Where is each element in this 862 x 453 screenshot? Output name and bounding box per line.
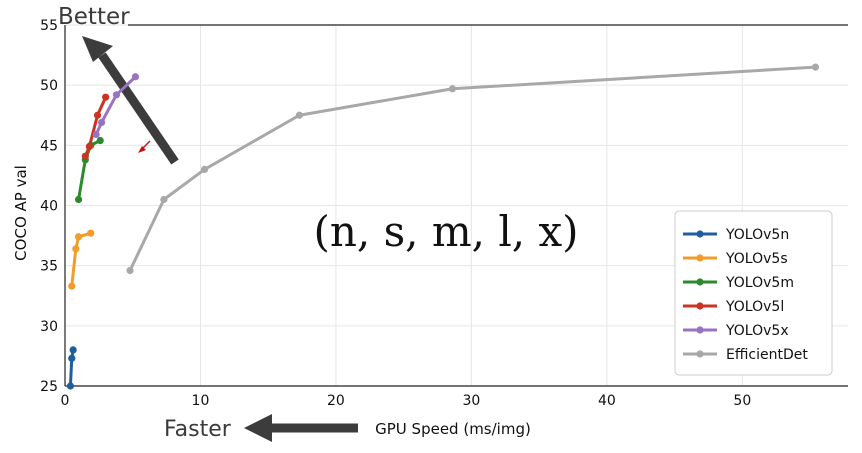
data-point-efficientdet [126, 266, 134, 275]
data-point-efficientdet [811, 63, 820, 71]
x-tick-label: 0 [61, 393, 70, 409]
data-point-yolov5n [68, 354, 76, 362]
x-tick-label: 20 [327, 393, 345, 409]
legend-marker [696, 230, 704, 238]
series-line-yolov5s [70, 231, 93, 288]
data-point-efficientdet [200, 165, 209, 173]
data-point-yolov5s [87, 229, 95, 237]
small-red-arrow-icon [138, 140, 151, 153]
data-point-yolov5n [66, 382, 75, 390]
series-yolov5s [68, 229, 95, 290]
data-point-efficientdet [160, 195, 168, 204]
variants-annotation: (n, s, m, l, x) [313, 207, 578, 256]
data-point-yolov5l [85, 142, 93, 151]
data-point-yolov5s [74, 233, 83, 241]
legend-label: EfficientDet [726, 347, 808, 363]
series-yolov5n [66, 346, 77, 390]
x-axis-label: GPU Speed (ms/img) [375, 420, 531, 438]
better-label: Better [58, 4, 130, 30]
x-tick-label: 30 [462, 393, 480, 409]
data-point-yolov5s [72, 245, 80, 253]
x-tick-label: 10 [192, 393, 210, 409]
y-tick-labels: 25 30 35 40 45 50 55 [40, 18, 58, 395]
legend-label: YOLOv5m [725, 275, 794, 291]
x-tick-label: 40 [598, 393, 616, 409]
legend-item-yolov5n: YOLOv5n [683, 227, 789, 243]
y-tick-label: 25 [40, 379, 58, 395]
y-axis-label: COCO AP val [12, 165, 30, 261]
series-yolov5x [92, 73, 140, 139]
legend-marker [696, 326, 704, 334]
faster-arrow [244, 414, 358, 442]
legend-item-yolov5l: YOLOv5l [683, 299, 784, 315]
y-tick-label: 50 [40, 78, 58, 94]
legend-label: YOLOv5x [725, 323, 789, 339]
series-line-yolov5x [94, 75, 137, 137]
data-point-yolov5m [74, 195, 83, 204]
data-point-efficientdet [448, 85, 457, 93]
data-point-yolov5l [93, 111, 102, 119]
series-layer [66, 63, 820, 390]
legend-marker [696, 350, 704, 358]
legend-item-yolov5m: YOLOv5m [683, 275, 794, 291]
legend: YOLOv5n YOLOv5s YOLOv5m YOLOv5l YOLOv5x Effic… [674, 210, 833, 376]
legend-items: YOLOv5n YOLOv5s YOLOv5m YOLOv5l YOLOv5x Effic… [683, 227, 808, 363]
data-point-yolov5s [68, 282, 76, 290]
y-tick-label: 40 [40, 199, 58, 215]
faster-label: Faster [164, 417, 232, 442]
series-efficientdet [126, 63, 820, 275]
y-tick-label: 30 [40, 319, 58, 335]
legend-label: YOLOv5n [725, 227, 789, 243]
y-tick-label: 45 [40, 138, 58, 154]
legend-marker [696, 254, 704, 262]
data-point-yolov5n [69, 346, 77, 354]
series-line-yolov5l [83, 95, 108, 158]
legend-item-yolov5s: YOLOv5s [683, 251, 788, 267]
data-point-yolov5m [96, 136, 104, 145]
legend-marker [696, 302, 704, 310]
data-point-yolov5l [102, 93, 110, 101]
x-tick-labels: 0 10 20 30 40 50 [61, 393, 752, 409]
data-point-yolov5x [131, 73, 140, 81]
axes [64, 24, 848, 387]
data-point-yolov5x [97, 118, 106, 127]
y-tick-label: 35 [40, 259, 58, 275]
x-tick-label: 50 [733, 393, 751, 409]
data-point-yolov5x [112, 91, 121, 99]
legend-label: YOLOv5s [725, 251, 788, 267]
better-arrow [82, 36, 179, 165]
y-tick-label: 55 [40, 18, 58, 34]
legend-label: YOLOv5l [725, 299, 784, 315]
series-line-efficientdet [128, 65, 817, 272]
legend-item-yolov5x: YOLOv5x [683, 323, 789, 339]
data-point-efficientdet [295, 111, 303, 119]
legend-box [674, 210, 833, 376]
legend-item-efficientdet: EfficientDet [683, 347, 808, 363]
data-point-yolov5x [92, 130, 100, 139]
data-point-yolov5l [81, 152, 89, 160]
series-yolov5l [81, 93, 110, 160]
legend-marker [696, 278, 704, 286]
